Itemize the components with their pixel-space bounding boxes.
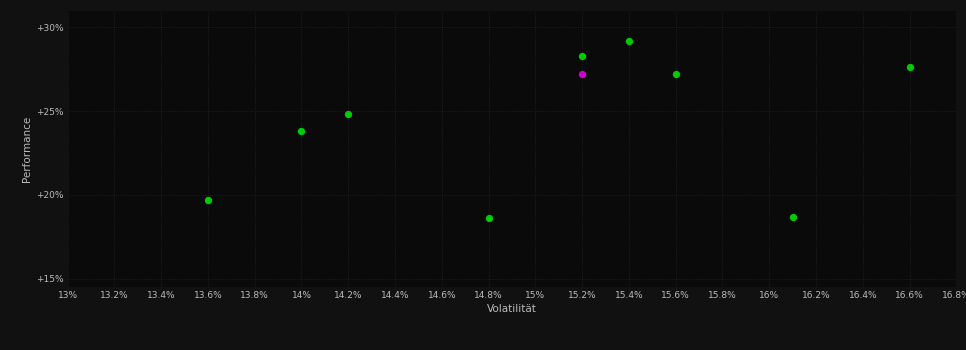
Point (341, 112, 356, 117)
X-axis label: Volatilität: Volatilität (487, 304, 537, 314)
Point (481, 216, 497, 221)
Point (785, 214, 801, 219)
Point (902, 65, 918, 70)
Point (621, 38, 637, 43)
Point (575, 71, 590, 77)
Point (575, 53, 590, 58)
Point (294, 128, 309, 134)
Point (200, 197, 215, 203)
Y-axis label: Performance: Performance (21, 116, 32, 182)
Point (668, 71, 683, 77)
